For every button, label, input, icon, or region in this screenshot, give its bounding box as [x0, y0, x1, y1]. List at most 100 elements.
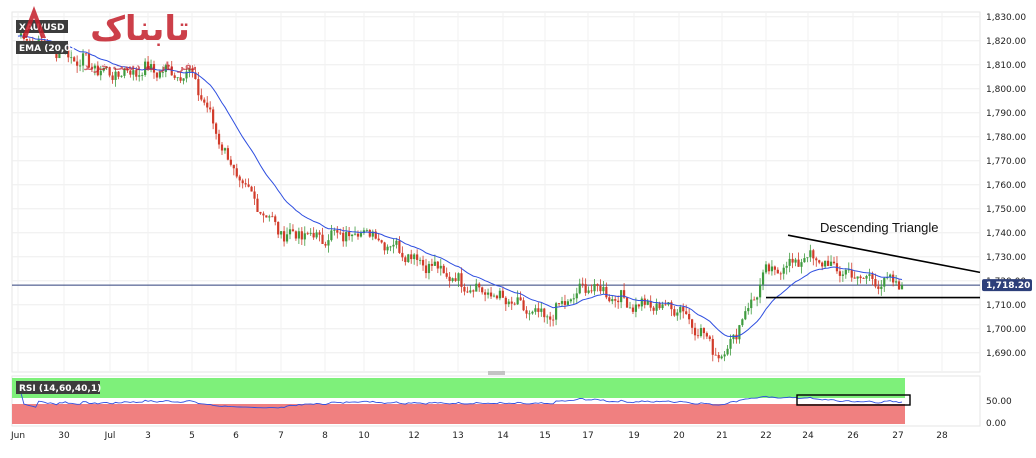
candle-body: [815, 258, 818, 261]
candle-body: [711, 338, 714, 355]
candle-body: [114, 71, 117, 80]
candle-body: [274, 216, 277, 222]
candle-body: [806, 257, 809, 259]
candle-body: [829, 261, 833, 266]
candle-body: [803, 258, 806, 263]
candle-body: [19, 33, 23, 37]
candle-body: [685, 311, 688, 315]
candle-body: [773, 266, 776, 270]
candle-body: [389, 246, 392, 248]
candle-body: [770, 266, 774, 272]
candle-body: [472, 290, 475, 292]
candle-body: [549, 316, 552, 320]
candle-body: [200, 95, 203, 100]
candle-body: [277, 221, 280, 235]
candle-body: [55, 50, 58, 59]
candle-body: [138, 75, 141, 77]
candle-body: [874, 278, 877, 287]
y-tick-label: 1,790.00: [986, 109, 1026, 119]
resistance-trendline: [787, 234, 981, 274]
candle-body: [232, 164, 235, 169]
candle-body: [359, 233, 363, 237]
candle-body: [826, 260, 830, 266]
x-tick-label: 3: [145, 431, 151, 441]
candle-body: [297, 231, 300, 239]
candle-body: [25, 39, 28, 41]
candle-body: [552, 319, 555, 321]
candle-body: [812, 250, 815, 259]
candle-body: [664, 304, 667, 306]
candle-body: [90, 67, 94, 69]
candle-body: [380, 240, 383, 243]
candle-body: [489, 292, 493, 297]
candle-body: [764, 264, 768, 273]
candle-body: [634, 304, 638, 312]
candle-body: [463, 286, 466, 292]
candle-body: [809, 250, 812, 258]
candle-body: [844, 269, 847, 275]
candle-body: [401, 252, 404, 258]
candle-body: [87, 53, 91, 68]
candle-body: [374, 231, 377, 239]
candle-body: [238, 176, 241, 181]
price-axis: 1,830.00 1,820.00 1,810.00 1,800.00 1,790.00…: [986, 13, 1026, 359]
candle-body: [847, 269, 850, 271]
candle-body: [318, 232, 321, 235]
candle-body: [194, 72, 197, 80]
candle-body: [386, 246, 389, 251]
candle-body: [81, 53, 85, 66]
candle-body: [454, 278, 457, 281]
candle-body: [285, 234, 289, 242]
candle-body: [782, 267, 785, 274]
rsi-upper-zone: [12, 378, 905, 398]
candle-body: [631, 307, 635, 312]
x-tick-label: 5: [189, 431, 195, 441]
candle-body: [776, 269, 779, 274]
candle-body: [531, 311, 534, 314]
candle-body: [693, 327, 697, 336]
candle-body: [170, 66, 173, 76]
candle-body: [696, 335, 700, 337]
candle-body: [203, 99, 206, 103]
candle-body: [353, 233, 357, 235]
candle-body: [262, 213, 265, 216]
rsi-level-50: 50.00: [986, 397, 1012, 407]
candle-body: [602, 286, 605, 292]
candle-body: [392, 244, 395, 247]
candle-body: [439, 265, 442, 269]
candle-body: [897, 281, 901, 290]
candle-body: [368, 230, 371, 237]
candle-body: [670, 302, 673, 310]
candle-body: [445, 273, 448, 277]
candle-body: [309, 232, 312, 234]
candle-body: [377, 238, 380, 241]
candle-body: [424, 265, 428, 274]
candle-body: [673, 309, 676, 316]
x-tick-label: 28: [936, 431, 948, 441]
candle-body: [436, 261, 439, 269]
x-tick-label: Jun: [10, 431, 25, 441]
candle-body: [750, 299, 753, 309]
candle-body: [484, 292, 487, 295]
candle-body: [652, 307, 655, 311]
candle-body: [164, 65, 167, 72]
candle-body: [469, 290, 472, 293]
candle-body: [223, 148, 227, 151]
candle-body: [413, 254, 416, 260]
candle-body: [637, 304, 640, 307]
candle-body: [442, 265, 445, 274]
candle-body: [779, 273, 782, 275]
candle-body: [105, 67, 108, 68]
candle-body: [40, 38, 43, 41]
candle-body: [821, 262, 824, 267]
candle-body: [540, 308, 543, 312]
candle-body: [569, 299, 572, 302]
y-tick-label: 1,820.00: [986, 37, 1026, 47]
x-tick-label: 20: [673, 431, 685, 441]
candle-body: [460, 273, 463, 287]
candle-body: [578, 283, 581, 294]
candle-body: [590, 290, 593, 292]
candle-body: [102, 67, 105, 71]
candle-body: [356, 233, 360, 237]
candle-body: [702, 328, 706, 334]
